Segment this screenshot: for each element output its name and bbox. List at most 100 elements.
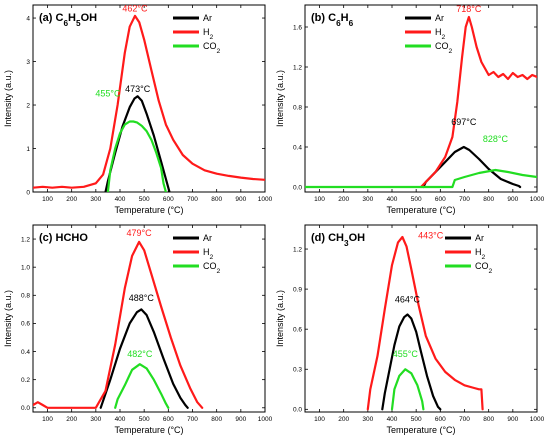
y-tick-label: 0.2 [21, 377, 30, 384]
x-tick-label: 600 [435, 416, 446, 423]
x-tick-label: 400 [115, 196, 126, 203]
x-tick-label: 400 [115, 416, 126, 423]
x-tick-label: 700 [187, 416, 198, 423]
x-tick-label: 600 [163, 196, 174, 203]
x-tick-label: 900 [507, 196, 518, 203]
y-tick-label: 3 [26, 59, 30, 66]
legend-label-ar: Ar [203, 13, 212, 23]
legend-label-h2: H2 [475, 247, 486, 261]
peak-annotation-co2: 482°C [127, 349, 153, 359]
x-tick-label: 1000 [530, 416, 545, 423]
x-tick-label: 1000 [258, 416, 273, 423]
y-tick-label: 4 [26, 15, 30, 22]
panel-d: 100 200 300 400 500 600 700 800 900 1000 0.0 0.3 0.6… [275, 224, 545, 435]
x-tick-label: 400 [387, 196, 398, 203]
x-tick-label: 900 [235, 196, 246, 203]
y-tick-label: 1.2 [293, 246, 302, 253]
x-tick-label: 100 [42, 416, 53, 423]
series-co2-line [305, 168, 537, 189]
peak-annotation-h2: 443°C [418, 230, 444, 240]
legend-label-h2: H2 [203, 247, 214, 261]
panel-title: (d) CH3OH [311, 232, 365, 248]
legend-label-co2: CO2 [435, 41, 453, 55]
x-tick-label: 800 [211, 416, 222, 423]
series-co2-line [390, 368, 425, 411]
x-tick-label: 300 [90, 416, 101, 423]
x-tick-label: 200 [338, 416, 349, 423]
y-tick-label: 0.9 [293, 286, 302, 293]
panel-title: (a) C6H5OH [39, 12, 97, 28]
x-tick-label: 300 [362, 416, 373, 423]
panel-c: 100 200 300 400 500 600 700 800 900 1000 0.0 0.2 0.4… [3, 224, 273, 435]
y-tick-label: 0.4 [21, 349, 30, 356]
x-tick-label: 500 [411, 196, 422, 203]
y-tick-label: 0 [26, 189, 30, 196]
series-co2-line [106, 120, 167, 192]
series-h2-line [366, 235, 484, 411]
series-ar-line [99, 308, 189, 409]
x-tick-label: 300 [362, 196, 373, 203]
series-ar-line [381, 313, 442, 411]
plot-frame [32, 224, 266, 413]
plot-frame [304, 224, 538, 413]
legend-label-ar: Ar [435, 13, 444, 23]
x-axis-label: Temperature (°C) [386, 425, 455, 435]
x-tick-label: 900 [507, 416, 518, 423]
x-tick-label: 500 [139, 416, 150, 423]
y-tick-label: 0.8 [21, 293, 30, 300]
y-tick-label: 0.6 [293, 326, 302, 333]
legend-label-co2: CO2 [203, 41, 221, 55]
series-h2-line [33, 240, 204, 409]
x-axis-label: Temperature (°C) [386, 205, 455, 215]
x-tick-label: 700 [459, 416, 470, 423]
peak-annotation-h2: 462°C [122, 4, 148, 14]
panel-title: (b) C6H6 [311, 12, 354, 28]
x-tick-label: 100 [314, 196, 325, 203]
panel-b: 100 200 300 400 500 600 700 800 900 1000 0.0 0.4 0.8… [275, 4, 545, 215]
x-tick-label: 600 [435, 196, 446, 203]
x-tick-label: 800 [483, 416, 494, 423]
x-tick-label: 400 [387, 416, 398, 423]
legend-label-h2: H2 [435, 27, 446, 41]
peak-annotation-h2: 479°C [127, 228, 153, 238]
x-tick-label: 200 [66, 196, 77, 203]
peak-annotation-h2: 718°C [456, 4, 482, 14]
y-tick-label: 0.0 [293, 184, 302, 191]
x-tick-label: 1000 [530, 196, 545, 203]
peak-annotation-ar: 488°C [129, 293, 155, 303]
y-axis-label: Intensity (a.u.) [275, 70, 285, 127]
x-tick-label: 200 [338, 196, 349, 203]
series-ar-line [104, 95, 171, 192]
y-tick-label: 1.2 [293, 64, 302, 71]
x-tick-label: 100 [314, 416, 325, 423]
x-tick-label: 500 [139, 196, 150, 203]
y-axis-label: Intensity (a.u.) [275, 290, 285, 347]
y-axis-label: Intensity (a.u.) [3, 290, 13, 347]
peak-annotation-ar: 697°C [451, 117, 477, 127]
y-tick-label: 1 [26, 146, 30, 153]
x-tick-label: 800 [211, 196, 222, 203]
x-tick-label: 500 [411, 416, 422, 423]
series-co2-line [114, 363, 170, 409]
x-tick-label: 700 [187, 196, 198, 203]
y-tick-label: 0.3 [293, 367, 302, 374]
x-tick-label: 900 [235, 416, 246, 423]
x-tick-label: 100 [42, 196, 53, 203]
peak-annotation-co2: 455°C [95, 88, 121, 98]
x-tick-label: 1000 [258, 196, 273, 203]
legend-label-co2: CO2 [203, 261, 221, 275]
legend-label-ar: Ar [203, 233, 212, 243]
y-tick-label: 0.4 [293, 144, 302, 151]
plot-frame [32, 4, 266, 193]
panel-title: (c) HCHO [39, 232, 88, 244]
x-axis-label: Temperature (°C) [114, 425, 183, 435]
x-tick-label: 200 [66, 416, 77, 423]
panel-a: 100 200 300 400 500 600 700 800 900 1000 0 1 2 3 4 Temp… [3, 4, 273, 215]
x-tick-label: 300 [90, 196, 101, 203]
legend-label-h2: H2 [203, 27, 214, 41]
series-h2-line [419, 15, 537, 189]
plot-frame [304, 4, 538, 193]
y-tick-label: 0.8 [293, 104, 302, 111]
x-tick-label: 600 [163, 416, 174, 423]
y-tick-label: 0.0 [293, 407, 302, 414]
